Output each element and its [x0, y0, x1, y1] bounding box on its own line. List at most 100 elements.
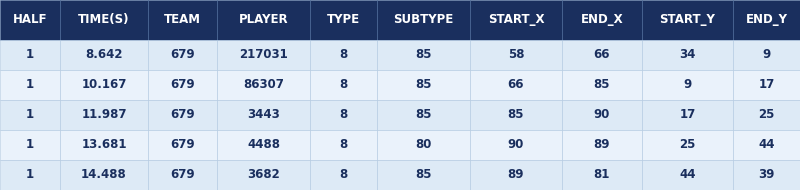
Text: 8: 8 — [339, 48, 348, 61]
Bar — [642, 100, 734, 130]
Text: 1: 1 — [26, 169, 34, 181]
Bar — [310, 40, 377, 70]
Text: 85: 85 — [415, 169, 432, 181]
Bar — [61, 130, 147, 160]
Bar — [147, 100, 217, 130]
Bar — [310, 100, 377, 130]
Bar — [562, 100, 642, 130]
Bar — [377, 130, 470, 160]
Text: 217031: 217031 — [239, 48, 288, 61]
Text: 80: 80 — [415, 139, 432, 151]
Bar — [217, 40, 310, 70]
Bar — [642, 70, 734, 100]
Text: 679: 679 — [170, 139, 194, 151]
Text: 679: 679 — [170, 78, 194, 91]
Text: 13.681: 13.681 — [82, 139, 126, 151]
Text: START_X: START_X — [488, 13, 544, 26]
Text: 1: 1 — [26, 48, 34, 61]
Text: 4488: 4488 — [247, 139, 280, 151]
Bar — [470, 70, 562, 100]
Text: 85: 85 — [415, 78, 432, 91]
Bar — [217, 160, 310, 190]
Bar — [377, 160, 470, 190]
Text: 89: 89 — [594, 139, 610, 151]
Bar — [217, 130, 310, 160]
Bar — [734, 70, 800, 100]
Text: 3682: 3682 — [247, 169, 280, 181]
Text: TYPE: TYPE — [327, 13, 360, 26]
Text: 14.488: 14.488 — [81, 169, 127, 181]
Bar — [470, 160, 562, 190]
Text: 90: 90 — [594, 108, 610, 121]
Bar — [217, 70, 310, 100]
Text: 8: 8 — [339, 78, 348, 91]
Text: 8.642: 8.642 — [86, 48, 122, 61]
Bar — [562, 0, 642, 40]
Bar — [147, 160, 217, 190]
Bar — [377, 0, 470, 40]
Bar — [470, 130, 562, 160]
Text: 10.167: 10.167 — [82, 78, 126, 91]
Text: 85: 85 — [594, 78, 610, 91]
Text: 86307: 86307 — [243, 78, 284, 91]
Text: 25: 25 — [679, 139, 696, 151]
Bar — [470, 40, 562, 70]
Bar — [734, 160, 800, 190]
Bar — [310, 160, 377, 190]
Text: 679: 679 — [170, 48, 194, 61]
Text: END_Y: END_Y — [746, 13, 788, 26]
Text: HALF: HALF — [13, 13, 47, 26]
Text: 44: 44 — [758, 139, 775, 151]
Bar — [377, 70, 470, 100]
Bar — [147, 0, 217, 40]
Text: 34: 34 — [679, 48, 696, 61]
Bar — [642, 160, 734, 190]
Text: TIME(S): TIME(S) — [78, 13, 130, 26]
Bar — [562, 160, 642, 190]
Bar — [0, 70, 61, 100]
Bar — [0, 100, 61, 130]
Text: 1: 1 — [26, 78, 34, 91]
Bar — [0, 160, 61, 190]
Bar — [147, 70, 217, 100]
Text: 1: 1 — [26, 139, 34, 151]
Bar — [734, 130, 800, 160]
Text: 679: 679 — [170, 169, 194, 181]
Text: 90: 90 — [508, 139, 524, 151]
Text: PLAYER: PLAYER — [238, 13, 288, 26]
Bar — [0, 130, 61, 160]
Bar — [147, 40, 217, 70]
Bar — [61, 0, 147, 40]
Text: 85: 85 — [415, 48, 432, 61]
Bar — [310, 70, 377, 100]
Bar — [217, 0, 310, 40]
Bar — [217, 100, 310, 130]
Bar — [310, 0, 377, 40]
Text: 9: 9 — [683, 78, 692, 91]
Bar — [310, 130, 377, 160]
Text: 66: 66 — [508, 78, 524, 91]
Text: 8: 8 — [339, 139, 348, 151]
Text: TEAM: TEAM — [164, 13, 201, 26]
Bar — [734, 40, 800, 70]
Bar — [642, 0, 734, 40]
Bar — [61, 160, 147, 190]
Text: SUBTYPE: SUBTYPE — [394, 13, 454, 26]
Bar — [734, 100, 800, 130]
Text: 17: 17 — [758, 78, 774, 91]
Bar — [147, 130, 217, 160]
Bar — [562, 130, 642, 160]
Text: 58: 58 — [508, 48, 524, 61]
Bar — [642, 40, 734, 70]
Bar — [734, 0, 800, 40]
Bar — [562, 70, 642, 100]
Text: 8: 8 — [339, 108, 348, 121]
Text: 85: 85 — [415, 108, 432, 121]
Text: 44: 44 — [679, 169, 696, 181]
Text: 25: 25 — [758, 108, 775, 121]
Bar — [61, 70, 147, 100]
Text: START_Y: START_Y — [660, 13, 715, 26]
Bar — [562, 40, 642, 70]
Text: 17: 17 — [679, 108, 696, 121]
Bar — [642, 130, 734, 160]
